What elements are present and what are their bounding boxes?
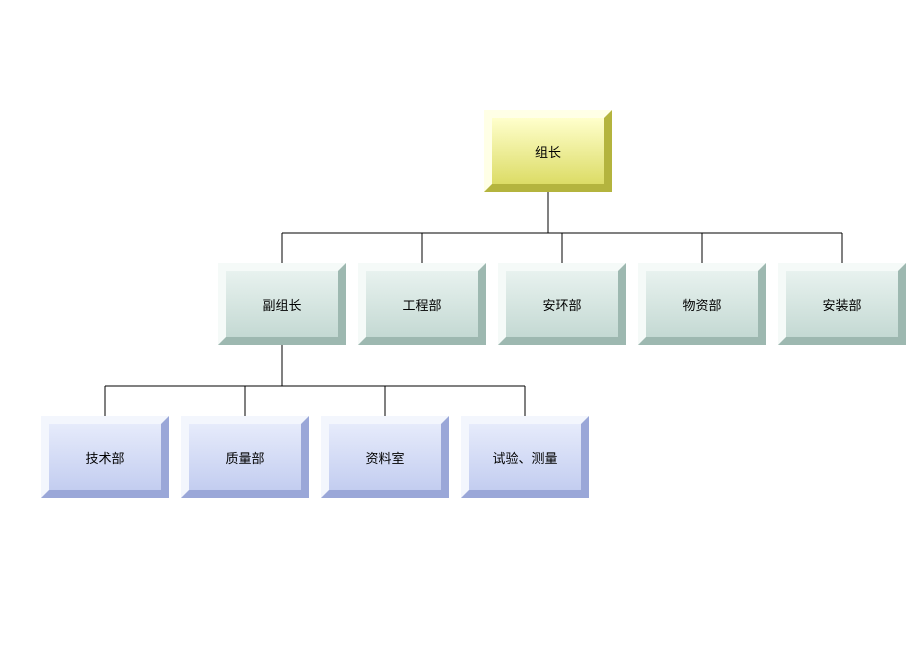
org-node-label: 质量部	[189, 448, 301, 467]
org-node-qa: 质量部	[181, 416, 309, 498]
org-node-label: 试验、测量	[469, 448, 581, 467]
org-node-doc: 资料室	[321, 416, 449, 498]
org-node-tech: 技术部	[41, 416, 169, 498]
org-node-label: 技术部	[49, 448, 161, 467]
org-node-vice: 副组长	[218, 263, 346, 345]
org-node-label: 副组长	[226, 295, 338, 314]
org-node-label: 资料室	[329, 448, 441, 467]
org-node-safety: 安环部	[498, 263, 626, 345]
org-node-label: 安装部	[786, 295, 898, 314]
org-node-root: 组长	[484, 110, 612, 192]
org-node-inst: 安装部	[778, 263, 906, 345]
org-node-mat: 物资部	[638, 263, 766, 345]
org-node-eng: 工程部	[358, 263, 486, 345]
org-node-label: 工程部	[366, 295, 478, 314]
org-node-label: 安环部	[506, 295, 618, 314]
org-node-test: 试验、测量	[461, 416, 589, 498]
org-node-label: 物资部	[646, 295, 758, 314]
org-node-label: 组长	[492, 142, 604, 161]
